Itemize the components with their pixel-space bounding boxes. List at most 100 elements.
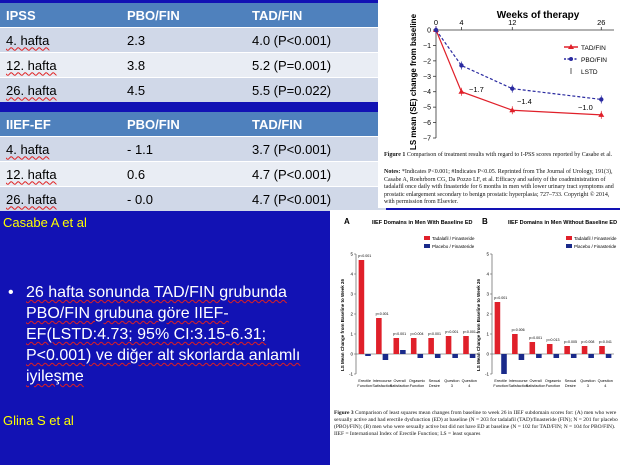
p-value-label: p=0.005 (564, 340, 577, 344)
y-axis-label: LS mean (SE) change from baseline (409, 13, 418, 150)
x-tick-label: Overall (530, 379, 542, 383)
bar (588, 354, 594, 358)
bar (376, 318, 382, 354)
x-tick-label: 4 (468, 384, 470, 388)
ipss-table: IPSS PBO/FIN TAD/FIN 4. hafta 2.3 4.0 (P… (0, 3, 386, 102)
table-cell: 26. hafta (0, 186, 121, 211)
x-tick-label: Overall (394, 379, 406, 383)
data-point (433, 27, 439, 33)
y-tick-label: −7 (423, 136, 431, 143)
chart-title: Weeks of therapy (497, 10, 580, 21)
week-label: 26. hafta (6, 82, 57, 98)
bar (518, 354, 525, 360)
y-tick-label: 4 (486, 272, 489, 277)
table-cell: 4.0 (P<0.001) (246, 27, 386, 53)
bar (581, 346, 588, 354)
panel-a-title: IIEF Domains in Men With Baseline ED (372, 220, 473, 226)
legend-label: Tadalafil / Finasteride (574, 236, 617, 241)
y-tick-label: −1 (423, 43, 431, 50)
bar (564, 346, 570, 354)
figure-iief: A IIEF Domains in Men With Baseline ED B… (330, 210, 620, 465)
iief-bar-charts: A IIEF Domains in Men With Baseline ED B… (340, 217, 617, 388)
legend-marker-tadfin (568, 44, 574, 49)
week-label: 4. hafta (6, 141, 50, 157)
bar (529, 342, 536, 354)
bar (365, 354, 371, 356)
p-value-label: p=0.004 (410, 332, 423, 336)
data-point (458, 88, 465, 94)
x-tick-label: 26 (597, 18, 605, 27)
x-tick-label: 3 (451, 384, 453, 388)
x-tick-label: Desire (565, 384, 576, 388)
legend-label: TAD/FIN (581, 45, 606, 52)
legend-swatch-tadalafil (566, 236, 572, 240)
table-cell: 26. hafta (0, 77, 121, 102)
figure-ipss: Weeks of therapy LS mean (SE) change fro… (378, 0, 620, 208)
reference-glina: Glina S et al (3, 413, 74, 428)
table-cell: - 0.0 (121, 186, 246, 211)
p-value-label: p<0.001 (393, 332, 406, 336)
p-value-label: p=0.008 (581, 340, 594, 344)
legend-label: Placebo / Finasteride (432, 244, 475, 249)
table-cell: 5.2 (P=0.001) (246, 52, 386, 78)
table-header-row: IPSS PBO/FIN TAD/FIN (0, 3, 386, 28)
figure3-caption: Figure 3 Comparison of least squares mea… (334, 410, 618, 438)
x-tick-label: 4 (459, 18, 463, 27)
bar (605, 354, 612, 358)
table-cell: 4. hafta (0, 136, 121, 162)
table-cell: 0.6 (121, 161, 246, 187)
x-tick-label: 4 (604, 384, 606, 388)
x-tick-label: Function (546, 384, 561, 388)
p-value-label: p=0.013 (546, 338, 559, 342)
bar (434, 354, 441, 358)
bar (501, 354, 507, 374)
legend-marker-pbofin (569, 57, 573, 61)
x-tick-label: Erectile (358, 379, 371, 383)
table-cell: 5.5 (P=0.022) (246, 77, 386, 102)
legend-swatch-placebo (424, 244, 430, 248)
x-tick-label: Intercourse (373, 379, 392, 383)
x-tick-label: Satisfaction (508, 384, 528, 388)
bar (469, 354, 476, 358)
table-row: 12. hafta 3.8 5.2 (P=0.001) (0, 52, 386, 78)
table-header: IIEF-EF (0, 112, 121, 137)
data-point (509, 107, 516, 113)
x-tick-label: Function (357, 384, 372, 388)
x-tick-label: Erectile (494, 379, 507, 383)
table-cell: 4.5 (121, 77, 246, 102)
lstd-annotation: −1.7 (469, 85, 484, 94)
x-tick-label: Satisfaction (372, 384, 392, 388)
x-tick-label: Question (580, 379, 595, 383)
y-tick-label: 5 (350, 252, 353, 257)
y-tick-label: 5 (486, 252, 489, 257)
table-header: TAD/FIN (246, 3, 386, 28)
panel-b-title: IIEF Domains in Men Without Baseline ED (508, 220, 617, 226)
table-cell: 4.7 (P<0.001) (246, 161, 386, 187)
bar (494, 302, 501, 354)
bar (599, 346, 605, 354)
series-line (435, 29, 602, 101)
y-tick-label: −4 (423, 89, 431, 96)
bar (546, 344, 553, 354)
table-header-row: IIEF-EF PBO/FIN TAD/FIN (0, 112, 386, 137)
y-tick-label: 0 (350, 352, 353, 357)
y-tick-label: 1 (350, 332, 353, 337)
ipss-line-chart: Weeks of therapy LS mean (SE) change fro… (409, 10, 614, 150)
y-tick-label: −5 (423, 105, 431, 112)
legend-swatch-tadalafil (424, 236, 430, 240)
x-tick-label: Satisfaction (390, 384, 410, 388)
caption-text: Comparison of least squares mean changes… (334, 410, 618, 437)
bar (536, 354, 542, 358)
y-axis-label: LS Mean Change from Baseline to Week 26 (476, 279, 481, 371)
week-label: 12. hafta (6, 166, 57, 182)
week-label: 26. hafta (6, 191, 57, 207)
legend-label: LSTD (581, 69, 598, 76)
y-tick-label: 3 (350, 292, 353, 297)
p-value-label: p=0.001 (494, 296, 507, 300)
table-cell: 4.7 (P<0.001) (246, 186, 386, 211)
y-tick-label: 1 (486, 332, 489, 337)
table-row: 26. hafta - 0.0 4.7 (P<0.001) (0, 186, 386, 211)
legend-label: PBO/FIN (581, 57, 607, 64)
bar (358, 260, 365, 354)
